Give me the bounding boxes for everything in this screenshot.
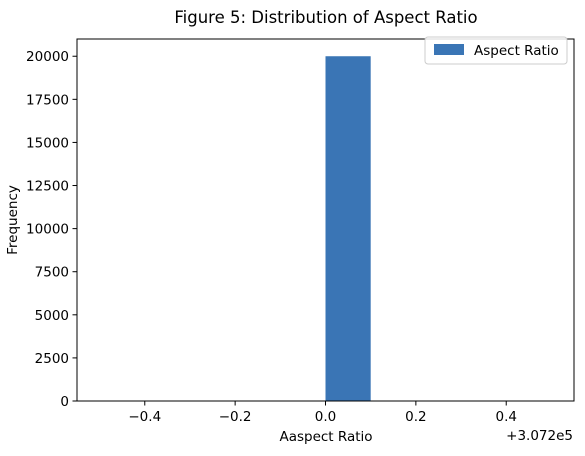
y-tick-label: 0 — [60, 394, 69, 410]
chart-title: Figure 5: Distribution of Aspect Ratio — [174, 8, 477, 27]
x-axis-label: Aaspect Ratio — [279, 429, 372, 445]
x-tick-label: 0.2 — [405, 409, 426, 425]
x-tick-label: 0.0 — [315, 409, 336, 425]
legend-swatch — [434, 44, 464, 55]
y-tick-label: 10000 — [26, 222, 69, 238]
y-axis-label: Frequency — [5, 185, 21, 255]
y-tick-label: 15000 — [26, 135, 69, 151]
legend-box — [424, 36, 568, 65]
x-tick-label: 0.4 — [495, 409, 516, 425]
bars-layer — [325, 56, 371, 401]
x-axis-ticks: −0.4 −0.2 0.0 0.2 0.4 — [128, 401, 517, 425]
x-tick-label: −0.4 — [128, 409, 161, 425]
legend: Aspect Ratio — [424, 36, 568, 65]
histogram-bar — [325, 56, 371, 401]
x-tick-label: −0.2 — [219, 409, 252, 425]
y-axis-ticks: 0 2500 5000 7500 10000 12500 15000 17500 20000 — [26, 49, 77, 410]
y-tick-label: 12500 — [26, 179, 69, 195]
x-axis-offset-text: +3.072e5 — [506, 428, 573, 444]
y-tick-label: 2500 — [35, 351, 69, 367]
y-tick-label: 20000 — [26, 49, 69, 65]
legend-label: Aspect Ratio — [474, 43, 559, 59]
y-tick-label: 7500 — [35, 265, 69, 281]
y-tick-label: 17500 — [26, 92, 69, 108]
y-tick-label: 5000 — [35, 308, 69, 324]
plot-frame — [76, 38, 575, 402]
